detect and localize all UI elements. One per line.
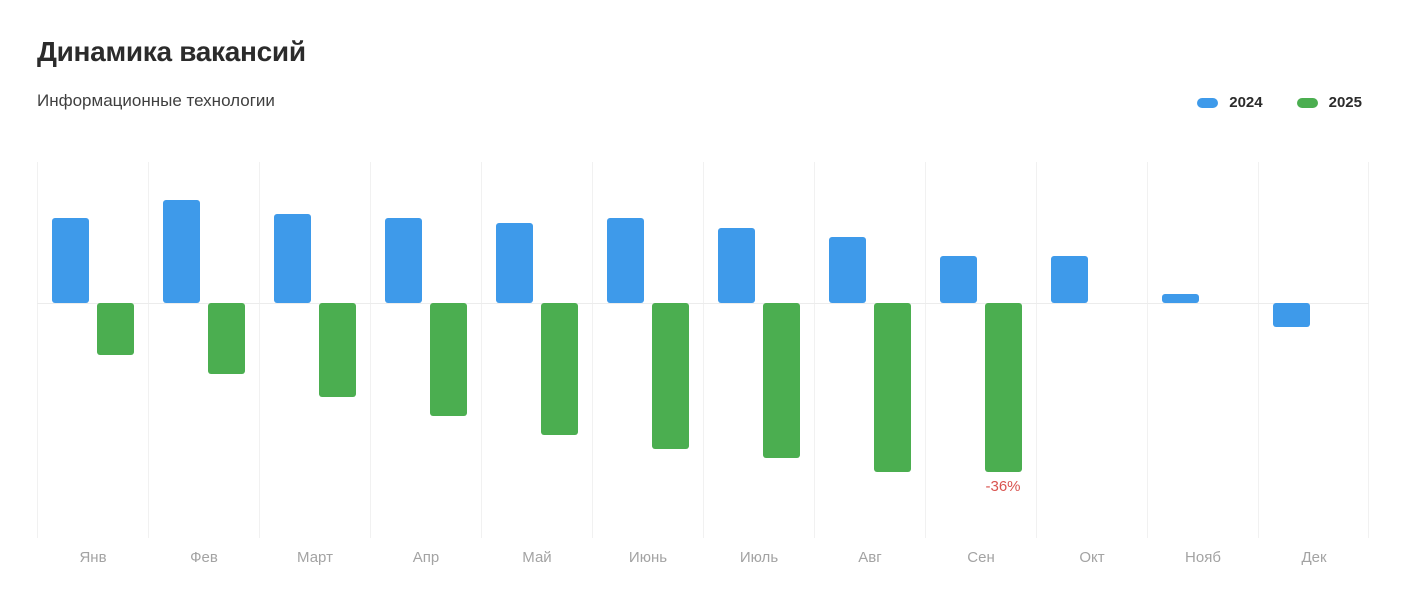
vertical-gridline	[1258, 162, 1259, 538]
bar-2024-Янв[interactable]	[52, 218, 89, 303]
legend-item-2025[interactable]: 2025	[1296, 94, 1362, 111]
vertical-gridline	[925, 162, 926, 538]
bar-2024-Фев[interactable]	[163, 200, 200, 303]
bar-2025-Авг[interactable]	[874, 303, 911, 472]
page-title: Динамика вакансий	[37, 36, 306, 67]
bar-2025-Апр[interactable]	[430, 303, 467, 416]
chart-legend: 2024 2025	[1197, 94, 1362, 111]
x-axis-label-Май: Май	[522, 549, 552, 566]
x-axis-label-Авг: Авг	[858, 549, 882, 566]
vertical-gridline	[1036, 162, 1037, 538]
bar-2025-Март[interactable]	[319, 303, 356, 397]
data-label-2025-Сен: -36%	[985, 478, 1021, 495]
legend-swatch-2024	[1197, 97, 1219, 108]
bar-2025-Июль[interactable]	[763, 303, 800, 458]
vertical-gridline	[259, 162, 260, 538]
x-axis-label-Июль: Июль	[739, 549, 779, 566]
x-axis-labels: Янв Фев Март Апр Май Июнь Июль Авг Сен Окт Нояб Дек	[37, 549, 1369, 569]
vertical-gridline	[37, 162, 38, 538]
bar-2024-Март[interactable]	[274, 214, 311, 303]
bar-2024-Нояб[interactable]	[1162, 294, 1199, 303]
zero-axis-line	[37, 303, 1369, 304]
bar-2025-Май[interactable]	[541, 303, 578, 435]
plot-area: -36%	[37, 162, 1369, 538]
x-axis-label-Фев: Фев	[190, 549, 218, 566]
x-axis-label-Нояб: Нояб	[1185, 549, 1221, 566]
x-axis-label-Сен: Сен	[967, 549, 995, 566]
vertical-gridline	[481, 162, 482, 538]
bar-2025-Фев[interactable]	[208, 303, 245, 374]
bar-2024-Июль[interactable]	[718, 228, 755, 303]
x-axis-label-Март: Март	[297, 549, 333, 566]
legend-swatch-2025	[1296, 97, 1318, 108]
bar-2024-Май[interactable]	[496, 223, 533, 303]
legend-item-2024[interactable]: 2024	[1197, 94, 1263, 111]
x-axis-label-Июнь: Июнь	[628, 549, 668, 566]
bar-2024-Окт[interactable]	[1051, 256, 1088, 303]
legend-label-2025: 2025	[1328, 94, 1362, 111]
vertical-gridline	[370, 162, 371, 538]
bar-2025-Сен[interactable]	[985, 303, 1022, 472]
x-axis-label-Янв: Янв	[79, 549, 107, 566]
vertical-gridline	[1368, 162, 1369, 538]
bar-chart: -36% Янв Фев Март Апр Май Июнь Июль Авг Сен Окт Но…	[37, 162, 1369, 582]
x-axis-label-Окт: Окт	[1079, 549, 1105, 566]
vertical-gridline	[814, 162, 815, 538]
vertical-gridline	[1147, 162, 1148, 538]
vertical-gridline	[592, 162, 593, 538]
bar-2024-Авг[interactable]	[829, 237, 866, 303]
legend-label-2024: 2024	[1229, 94, 1263, 111]
bar-2024-Сен[interactable]	[940, 256, 977, 303]
x-axis-label-Апр: Апр	[412, 549, 440, 566]
bar-2024-Дек[interactable]	[1273, 303, 1310, 327]
vertical-gridline	[703, 162, 704, 538]
x-axis-label-Дек: Дек	[1301, 549, 1327, 566]
vertical-gridline	[148, 162, 149, 538]
page-subtitle: Информационные технологии	[37, 91, 275, 110]
bar-2025-Июнь[interactable]	[652, 303, 689, 449]
bar-2025-Янв[interactable]	[97, 303, 134, 355]
bar-2024-Апр[interactable]	[385, 218, 422, 303]
bar-2024-Июнь[interactable]	[607, 218, 644, 303]
